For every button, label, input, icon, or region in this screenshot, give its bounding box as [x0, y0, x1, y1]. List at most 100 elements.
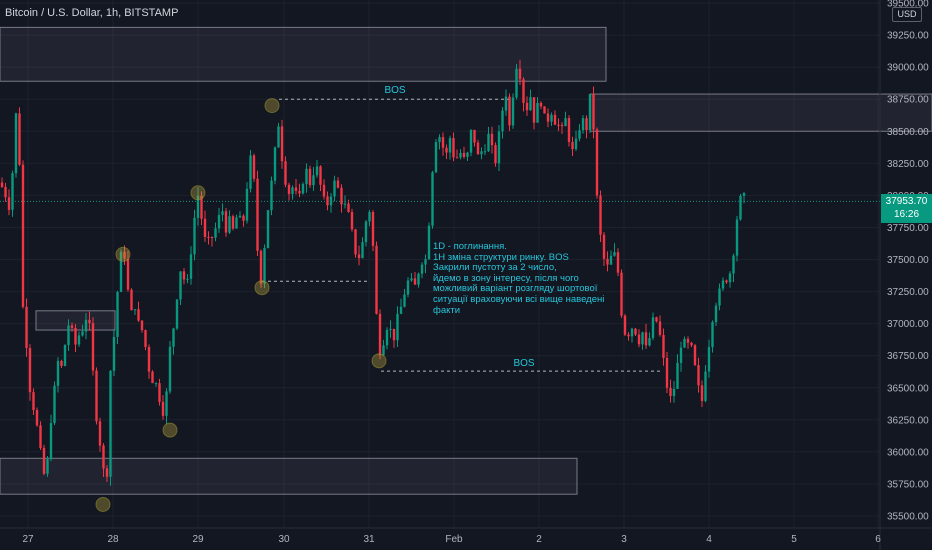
candle-body — [511, 97, 515, 126]
time-tick-label: 3 — [621, 534, 627, 545]
candle-body — [35, 410, 39, 426]
candle-body — [641, 332, 644, 345]
time-axis[interactable]: 27 28 29 30 31 Feb 2 3 4 5 6 — [22, 534, 881, 545]
candle-body — [427, 225, 431, 260]
candle-body — [620, 272, 623, 316]
price-tick-label: 37250.00 — [887, 287, 929, 298]
candle-body — [151, 371, 154, 384]
candle-body — [452, 138, 455, 158]
candle-body — [179, 271, 182, 300]
candle-body — [553, 114, 557, 125]
candle-body — [704, 371, 707, 401]
candle-body — [284, 161, 287, 185]
candle-body — [700, 385, 704, 401]
candle-body — [725, 280, 728, 283]
swing-marker — [95, 496, 111, 512]
candle-body — [711, 322, 714, 348]
structure-levels[interactable] — [0, 98, 880, 372]
candle-body — [735, 219, 739, 256]
candle-body — [91, 323, 95, 371]
candle-body — [431, 172, 434, 226]
swing-markers[interactable] — [95, 98, 387, 512]
candle-body — [385, 329, 389, 346]
candle-body — [606, 258, 609, 265]
candle-body — [648, 338, 651, 346]
candle-body — [263, 247, 266, 284]
candle-body — [347, 203, 350, 213]
candle-body — [707, 347, 711, 372]
candle-body — [466, 152, 469, 157]
swing-marker — [162, 422, 178, 438]
candle-body — [473, 129, 476, 143]
price-tick-label: 36000.00 — [887, 447, 929, 458]
candle-body — [70, 325, 74, 328]
candle-body — [497, 131, 501, 164]
analysis-note[interactable]: 1D - поглинання. 1H зміна структури ринк… — [433, 241, 608, 316]
swing-marker — [190, 185, 206, 201]
candle-body — [487, 133, 490, 152]
candle-body — [326, 196, 329, 206]
candle-body — [14, 113, 18, 174]
swing-marker — [254, 280, 270, 296]
price-tick-label: 39250.00 — [887, 31, 929, 42]
note-line: факти — [433, 304, 461, 316]
candle-body — [602, 234, 606, 259]
candle-body — [683, 338, 686, 348]
candle-body — [525, 102, 529, 111]
price-axis[interactable]: 35500.00 35750.00 36000.00 36250.00 36500.00… — [879, 0, 929, 550]
candle-body — [133, 309, 137, 311]
time-tick-label: 27 — [22, 534, 34, 545]
candle-body — [550, 114, 553, 122]
currency-button[interactable]: USD — [892, 7, 922, 22]
candle-body — [298, 190, 301, 194]
candle-body — [508, 96, 511, 126]
candle-body — [4, 186, 7, 198]
last-price-value: 37953.70 — [885, 196, 928, 207]
candle-body — [315, 166, 319, 176]
candle-body — [42, 447, 46, 474]
candle-body — [228, 216, 231, 233]
candle-body — [102, 445, 105, 469]
candle-body — [732, 255, 735, 274]
candle-body — [567, 118, 571, 142]
price-tick-label: 38500.00 — [887, 127, 929, 138]
candle-body — [200, 195, 203, 219]
candle-body — [273, 147, 277, 181]
price-tick-label: 35500.00 — [887, 512, 929, 523]
note-line: ситуації враховуючи всі вище наведені — [433, 293, 605, 305]
candle-body — [235, 217, 238, 229]
candle-body — [655, 317, 658, 322]
candle-body — [112, 336, 116, 371]
candle-body — [214, 228, 217, 238]
candle-body — [483, 151, 487, 153]
candle-body — [585, 118, 588, 131]
price-tick-label: 37500.00 — [887, 255, 929, 266]
candle-body — [144, 330, 147, 348]
price-tick-label: 37000.00 — [887, 319, 929, 330]
candle-body — [564, 118, 567, 127]
candle-body — [438, 137, 441, 143]
candle-body — [291, 187, 294, 194]
candle-body — [277, 126, 280, 148]
candle-body — [119, 251, 123, 292]
price-tick-label: 36750.00 — [887, 351, 929, 362]
candle-body — [546, 113, 550, 122]
candle-body — [501, 110, 504, 132]
candle-body — [455, 157, 459, 159]
supply-demand-zones[interactable] — [0, 26, 932, 495]
candle-body — [490, 133, 494, 146]
candle-body — [662, 334, 665, 358]
candle-body — [88, 319, 91, 324]
candle-body — [728, 273, 732, 283]
candle-body — [543, 106, 546, 114]
candle-body — [74, 327, 77, 345]
candle-body — [256, 178, 259, 251]
candle-body — [312, 175, 315, 186]
candle-body — [658, 321, 662, 335]
candle-body — [7, 197, 11, 210]
symbol-title[interactable]: Bitcoin / U.S. Dollar, 1h, BITSTAMP — [5, 7, 179, 19]
candle-body — [67, 325, 70, 346]
candle-body — [571, 141, 574, 150]
candle-body — [623, 315, 627, 335]
